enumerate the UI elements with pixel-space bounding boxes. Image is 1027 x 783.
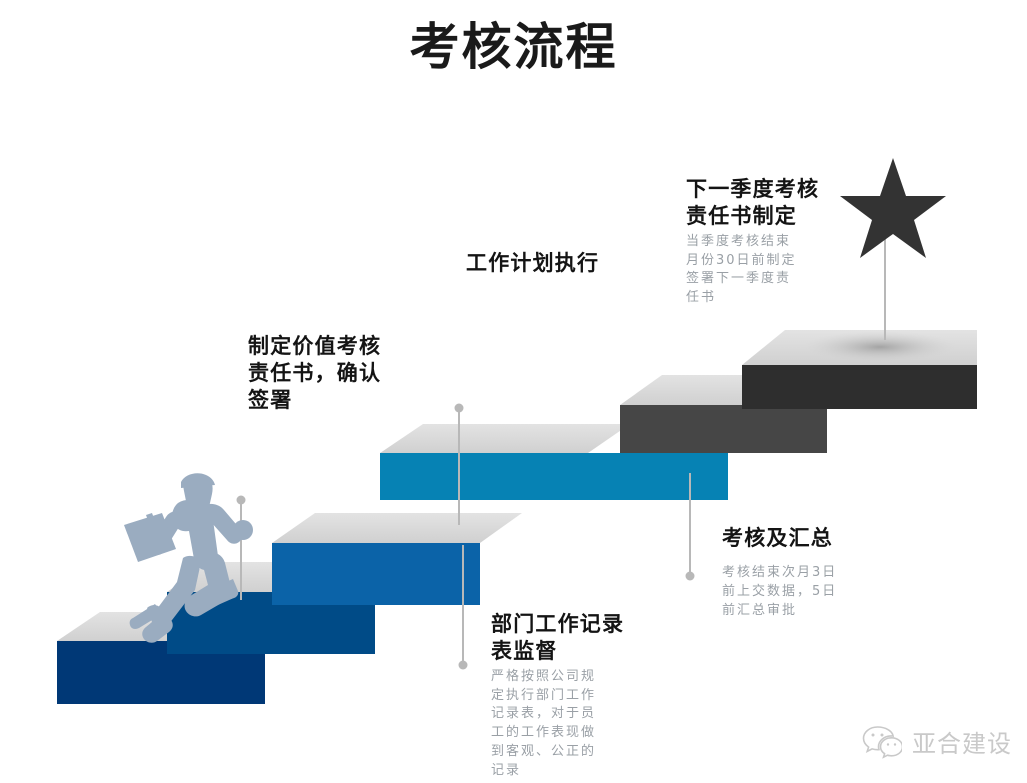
callout-5-heading: 部门工作记录 表监督 [491, 612, 625, 663]
callout-1: 制定价值考核 责任书，确认 签署 [248, 333, 433, 414]
brand-name: 亚合建设 [912, 730, 1012, 758]
callout-1-heading: 制定价值考核 责任书，确认 签署 [248, 334, 382, 412]
callout-5: 部门工作记录 表监督 严格按照公司规 定执行部门工作 记录表，对于员 工的工作表… [491, 611, 659, 781]
step-6 [742, 330, 977, 409]
callout-2: 工作计划执行 [466, 250, 656, 277]
callout-3-heading: 下一季度考核 责任书制定 [686, 177, 820, 228]
star-icon [840, 158, 946, 258]
page-title: 考核流程 [409, 18, 618, 76]
footer-brand: 亚合建设 [862, 724, 1012, 759]
wechat-icon [862, 725, 902, 759]
callout-4: 考核及汇总 考核结束次月3日 前上交数据，5日 前汇总审批 [722, 525, 897, 620]
callout-3: 下一季度考核 责任书制定 当季度考核结束 月份30日前制定 签署下一季度责 任书 [686, 176, 851, 308]
connector-lines [236, 226, 890, 670]
businessman-walking-icon [124, 473, 253, 643]
callout-4-heading: 考核及汇总 [722, 526, 833, 550]
callout-2-heading: 工作计划执行 [466, 251, 600, 275]
callout-4-body: 考核结束次月3日 前上交数据，5日 前汇总审批 [722, 564, 838, 618]
step-4 [380, 424, 728, 500]
callout-3-body: 当季度考核结束 月份30日前制定 签署下一季度责 任书 [686, 233, 797, 306]
callout-5-body: 严格按照公司规 定执行部门工作 记录表，对于员 工的工作表现做 到客观、公正的 … [491, 668, 597, 778]
step-3 [272, 513, 522, 605]
